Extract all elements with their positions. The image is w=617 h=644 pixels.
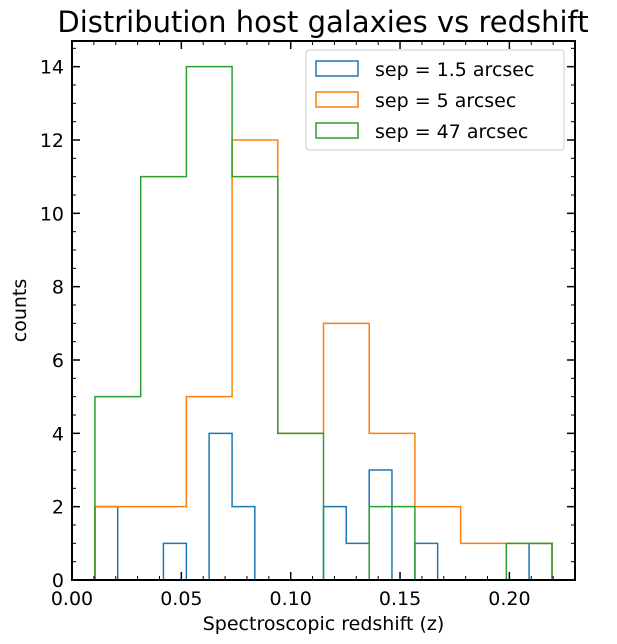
histogram-series-sep-5-arcsec [94, 139, 553, 580]
x-tick-label: 0.00 [51, 588, 93, 610]
y-tick-label: 8 [52, 277, 64, 299]
x-tick-label: 0.15 [379, 588, 421, 610]
x-tick-label: 0.20 [488, 588, 530, 610]
y-tick-label: 14 [40, 57, 64, 79]
legend-swatch [315, 122, 359, 139]
x-axis-label: Spectroscopic redshift (z) [203, 613, 445, 635]
legend-box [305, 49, 565, 151]
chart-title: Distribution host galaxies vs redshift [57, 5, 588, 39]
plot-frame [71, 40, 576, 581]
legend-label: sep = 5 arcsec [375, 90, 516, 112]
y-tick-label: 4 [52, 423, 64, 445]
y-tick-label: 0 [52, 570, 64, 592]
legend-swatch [315, 91, 359, 108]
y-tick-label: 2 [52, 497, 64, 519]
x-tick-label: 0.05 [160, 588, 202, 610]
legend-swatch [315, 60, 359, 77]
axis-ticks: 0.00 0.05 0.10 0.15 0.20 0 2 4 6 8 10 12 14 [40, 41, 575, 610]
legend-label: sep = 1.5 arcsec [375, 59, 534, 81]
y-tick-label: 10 [40, 203, 64, 225]
y-axis-label: counts [9, 279, 31, 343]
legend-label: sep = 47 arcsec [375, 121, 528, 143]
x-tick-label: 0.10 [270, 588, 312, 610]
y-tick-label: 6 [52, 350, 64, 372]
legend: sep = 1.5 arcsec sep = 5 arcsec sep = 47 a… [305, 49, 565, 151]
y-tick-label: 12 [40, 130, 64, 152]
